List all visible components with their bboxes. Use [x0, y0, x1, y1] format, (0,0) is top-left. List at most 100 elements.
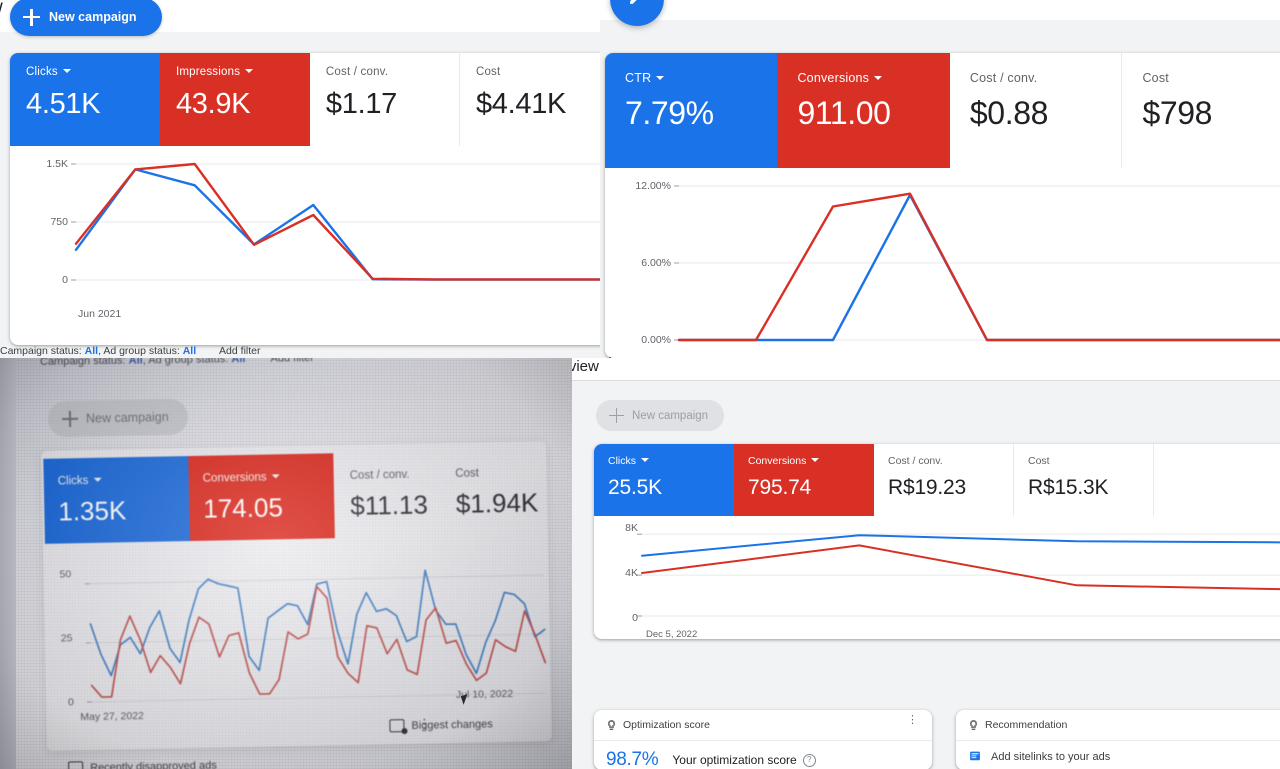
gridline	[91, 692, 546, 703]
q4-recommendation-item[interactable]: Add sitelinks to your ads	[956, 741, 1280, 763]
q4-recommendation-text: Add sitelinks to your ads	[991, 750, 1111, 763]
q3-chart-svg	[84, 569, 547, 703]
q2-scorecard-label: Cost	[1142, 71, 1169, 85]
q4-panel-row: Optimization score ⋮ 98.7% Your optimiza…	[594, 710, 1280, 769]
q4-optimization-score-text: Your optimization score	[672, 753, 797, 767]
gridline	[90, 633, 545, 644]
q1-scorecard-label: Cost / conv.	[325, 66, 389, 78]
q4-recommendation-title: Recommendation	[985, 719, 1068, 731]
q2-scorecard-row: CTR 7.79% Conversions 911.00 Cost / conv. $0.…	[605, 53, 1280, 168]
q1-ytick-0: 0	[62, 274, 68, 286]
q1-scorecard-value: 4.51K	[26, 88, 101, 120]
q1-x-start-label: Jun 2021	[78, 308, 122, 320]
q4-scorecard-label: Cost	[1028, 455, 1050, 467]
chevron-down-icon[interactable]	[656, 76, 665, 80]
q4-scorecard-cost-conv[interactable]: Cost / conv. R$19.23	[874, 444, 1014, 516]
q4-new-campaign-button[interactable]: New campaign	[596, 400, 724, 431]
q2-scorecard-cost[interactable]: Cost $798	[1122, 53, 1280, 168]
q4-header: verview	[572, 358, 1280, 381]
series-line-conversions	[90, 585, 547, 698]
q4-optimization-score-header: Optimization score ⋮	[594, 710, 932, 741]
q1-ytick-1: 750	[50, 216, 68, 228]
q2-ytick-0: 0.00%	[641, 334, 671, 346]
q1-overview-card: Clicks 4.51K Impressions 43.9K Cost / conv. $…	[10, 53, 600, 345]
q4-scorecard-conversions[interactable]: Conversions 795.74	[734, 444, 874, 516]
q4-new-campaign-label: New campaign	[632, 409, 709, 422]
q1-new-campaign-label: New campaign	[49, 10, 137, 24]
chevron-down-icon[interactable]	[874, 76, 883, 80]
q4-ytick-1: 4K	[625, 567, 638, 579]
gridline	[89, 574, 544, 585]
q2-scorecard-value: $798	[1142, 95, 1213, 131]
q4-x-start-label: Dec 5, 2022	[646, 629, 698, 640]
help-icon[interactable]: ?	[802, 753, 816, 767]
q1-scorecard-impressions[interactable]: Impressions 43.9K	[159, 53, 310, 146]
screenshot-panel-bottom-left-photo: Campaign status: All, Ad group status: A…	[0, 358, 572, 769]
q2-scorecard-ctr[interactable]: CTR 7.79%	[605, 53, 778, 168]
q1-scorecard-value: 43.9K	[175, 88, 251, 120]
q1-page-title: iew	[0, 0, 3, 19]
q4-scorecard-clicks[interactable]: Clicks 25.5K	[594, 444, 734, 516]
series-line-clicks	[89, 569, 546, 677]
q3-screen-left-edge	[0, 358, 16, 769]
q4-optimization-kebab-icon[interactable]: ⋮	[907, 714, 918, 726]
chevron-down-icon[interactable]	[811, 458, 820, 462]
series-line-conversions	[641, 544, 1280, 591]
q1-scorecard-value: $1.17	[325, 88, 397, 120]
chevron-down-icon[interactable]	[641, 458, 649, 462]
q4-overview-card: Clicks 25.5K Conversions 795.74 Cost / conv.…	[594, 444, 1280, 640]
q3-overview-card: Clicks1.35KConversions174.05 Cost / conv…	[41, 441, 552, 751]
screenshot-panel-bottom-right: verview New campaign Clicks 25.5K Conversi…	[572, 358, 1280, 769]
q1-scorecard-row: Clicks 4.51K Impressions 43.9K Cost / conv. $…	[10, 53, 600, 146]
series-line-clicks	[74, 168, 600, 281]
series-line-clicks	[641, 534, 1280, 557]
q1-filter-value-2: All	[182, 345, 197, 357]
q1-new-campaign-button[interactable]: New campaign	[10, 0, 162, 36]
q4-chart-svg	[637, 533, 1280, 617]
q2-chart-svg	[674, 185, 1280, 342]
q4-scorecard-cost[interactable]: Cost R$15.3K	[1014, 444, 1154, 516]
chevron-down-icon[interactable]	[245, 69, 254, 73]
q1-ytick-2: 1.5K	[46, 158, 68, 170]
q2-scorecard-cost-conv[interactable]: Cost / conv. $0.88	[949, 53, 1123, 168]
q4-ytick-2: 8K	[625, 522, 638, 534]
q4-scorecard-value: R$15.3K	[1028, 476, 1109, 499]
sitelink-icon	[970, 751, 980, 761]
q2-chart: 12.00% 6.00% 0.00%	[605, 168, 1280, 358]
chevron-down-icon[interactable]	[62, 69, 71, 73]
q3-photo-vignette	[0, 358, 572, 769]
q4-optimization-score-body: 98.7% Your optimization score ?	[594, 741, 932, 769]
q2-scorecard-value: 911.00	[797, 95, 891, 131]
q1-filter-value-1: All	[84, 345, 99, 357]
q1-filter-mid: , Ad group status:	[98, 345, 180, 357]
q1-scorecard-label: Cost	[475, 66, 501, 78]
q1-scorecard-clicks[interactable]: Clicks 4.51K	[10, 53, 160, 146]
series-line-conversions	[677, 192, 1280, 342]
q4-scorecard-row: Clicks 25.5K Conversions 795.74 Cost / conv.…	[594, 444, 1280, 516]
q2-bottom-overview-label: verview	[600, 355, 631, 360]
q1-scorecard-label: Clicks	[26, 65, 144, 79]
q4-scorecard-label: Conversions	[748, 455, 860, 468]
q4-scorecard-value: 795.74	[748, 476, 812, 499]
q1-scorecard-cost[interactable]: Cost $4.41K	[459, 53, 600, 146]
q4-page-title: verview	[572, 358, 599, 375]
edit-pencil-icon	[630, 0, 637, 4]
q2-scorecard-conversions[interactable]: Conversions 911.00	[777, 53, 950, 168]
q1-scorecard-value: $4.41K	[475, 88, 567, 120]
q2-scorecard-label: Cost / conv.	[969, 71, 1038, 85]
q4-optimization-score-value: 98.7%	[606, 749, 659, 769]
series-line-impressions	[74, 162, 600, 281]
screenshot-panel-top-right: CTR 7.79% Conversions 911.00 Cost / conv. $0.…	[600, 0, 1280, 360]
q1-add-filter-button[interactable]: Add filter	[219, 345, 261, 357]
q2-ytick-2: 12.00%	[635, 180, 671, 192]
q4-recommendation-panel: Recommendation Add sitelinks to your ads	[956, 710, 1280, 769]
q4-ytick-0: 0	[632, 612, 638, 624]
q1-filter-bar[interactable]: Campaign status: All, Ad group status: A…	[0, 345, 600, 358]
q1-scorecard-cost-conv[interactable]: Cost / conv. $1.17	[309, 53, 460, 146]
q4-optimization-score-panel: Optimization score ⋮ 98.7% Your optimiza…	[594, 710, 932, 769]
q1-chart-svg	[71, 162, 600, 281]
screenshot-panel-top-left: iew New campaign Clicks 4.51K Impressions 4…	[0, 0, 600, 358]
q2-overview-card: CTR 7.79% Conversions 911.00 Cost / conv. $0.…	[605, 53, 1280, 358]
q4-scorecard-value: R$19.23	[888, 476, 966, 499]
q2-scorecard-value: 7.79%	[625, 95, 714, 131]
